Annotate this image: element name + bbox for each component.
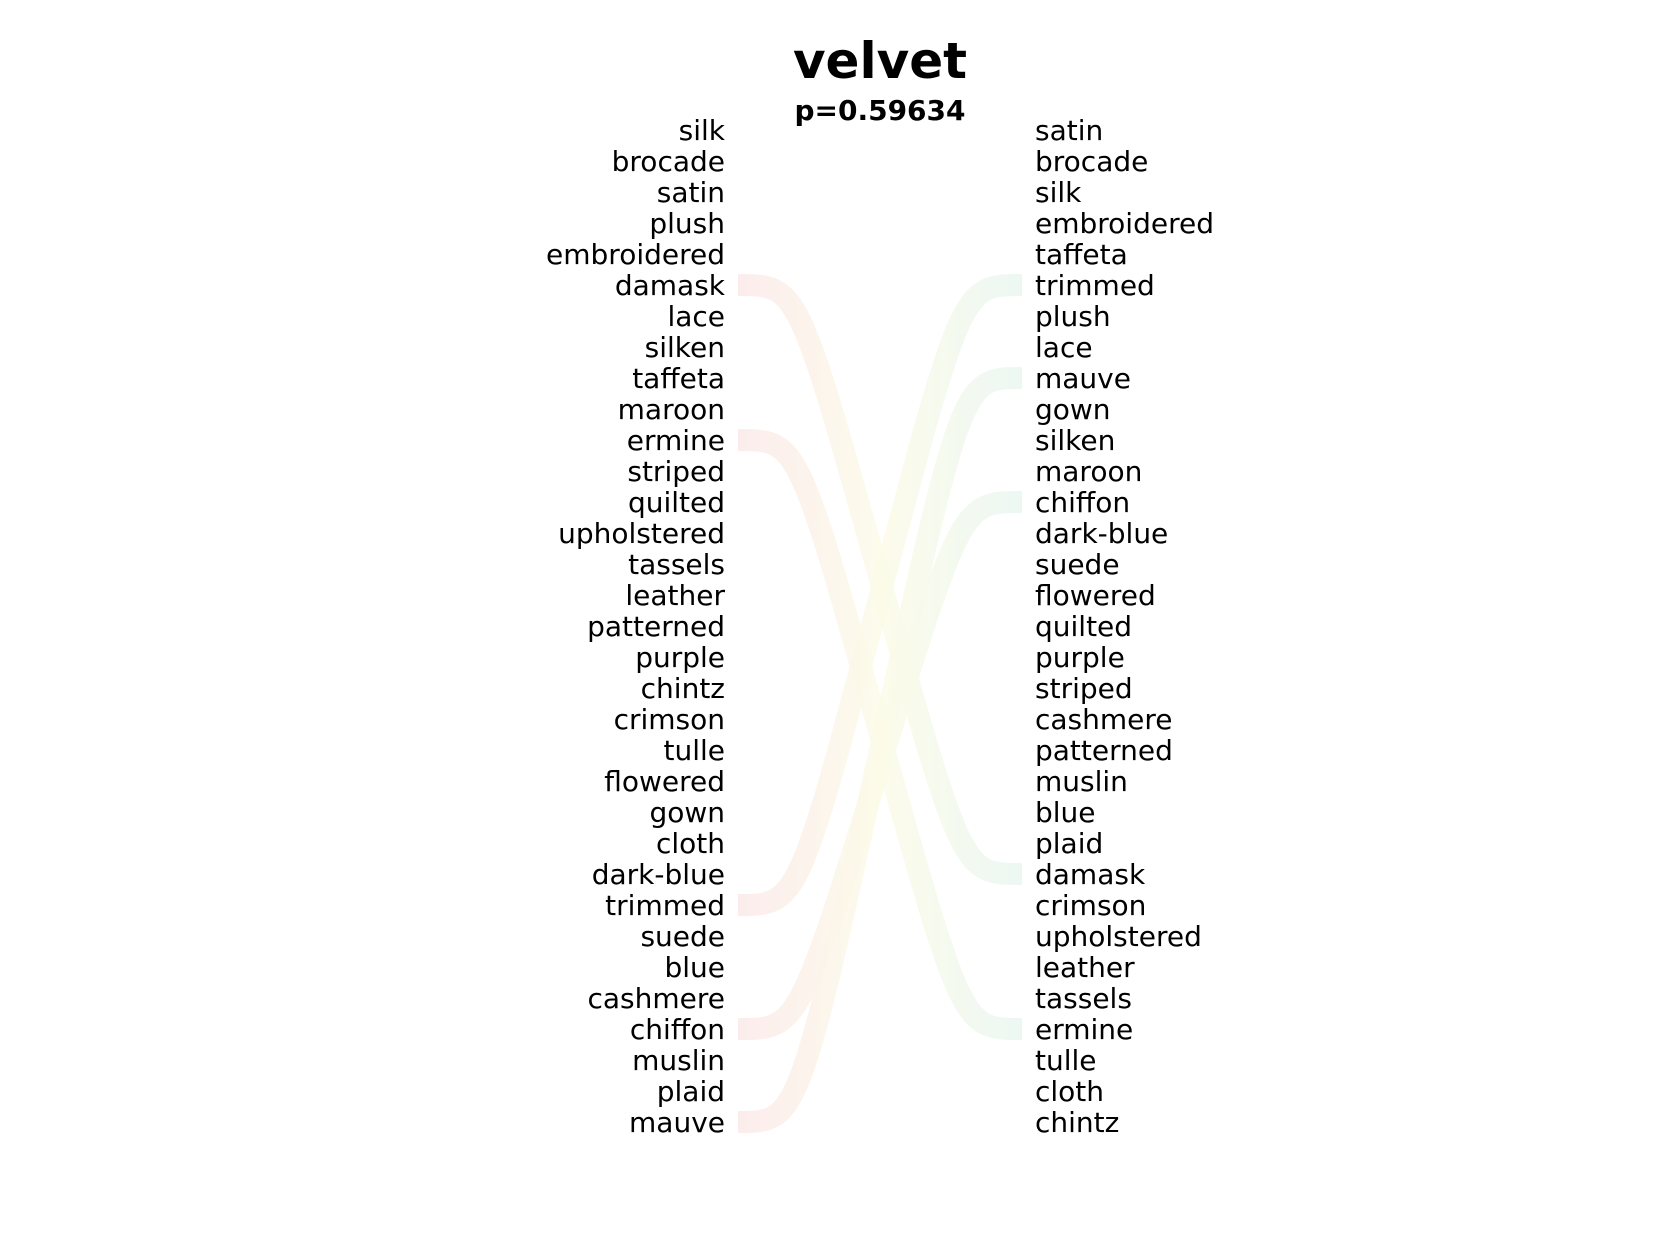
- left-word-embroidered: embroidered: [546, 238, 725, 271]
- left-word-flowered: flowered: [604, 765, 725, 798]
- right-word-crimson: crimson: [1035, 889, 1146, 922]
- right-word-striped: striped: [1035, 672, 1133, 705]
- right-word-maroon: maroon: [1035, 455, 1142, 488]
- connection-trimmed: [737, 274, 1023, 916]
- right-word-embroidered: embroidered: [1035, 207, 1214, 240]
- right-word-satin: satin: [1035, 114, 1103, 147]
- left-word-lace: lace: [667, 300, 725, 333]
- left-word-upholstered: upholstered: [558, 517, 725, 550]
- connection-mauve: [737, 367, 1023, 1133]
- right-word-tulle: tulle: [1035, 1044, 1097, 1077]
- right-word-damask: damask: [1035, 858, 1146, 891]
- right-word-cashmere: cashmere: [1035, 703, 1173, 736]
- left-word-mauve: mauve: [629, 1106, 725, 1139]
- left-word-muslin: muslin: [632, 1044, 725, 1077]
- right-word-plush: plush: [1035, 300, 1111, 333]
- right-word-upholstered: upholstered: [1035, 920, 1202, 953]
- right-word-suede: suede: [1035, 548, 1120, 581]
- left-word-trimmed: trimmed: [605, 889, 725, 922]
- left-word-damask: damask: [615, 269, 726, 302]
- left-word-silk: silk: [679, 114, 726, 147]
- right-word-muslin: muslin: [1035, 765, 1128, 798]
- left-word-cloth: cloth: [656, 827, 725, 860]
- left-word-tassels: tassels: [628, 548, 725, 581]
- left-word-plaid: plaid: [657, 1075, 725, 1108]
- right-word-tassels: tassels: [1035, 982, 1132, 1015]
- left-word-taffeta: taffeta: [632, 362, 725, 395]
- left-word-gown: gown: [649, 796, 725, 829]
- right-word-quilted: quilted: [1035, 610, 1132, 643]
- left-word-silken: silken: [645, 331, 725, 364]
- right-word-trimmed: trimmed: [1035, 269, 1155, 302]
- left-word-chiffon: chiffon: [630, 1013, 725, 1046]
- right-word-lace: lace: [1035, 331, 1093, 364]
- left-word-tulle: tulle: [663, 734, 725, 767]
- diagram-title: velvet: [793, 32, 967, 90]
- left-word-striped: striped: [627, 455, 725, 488]
- left-word-chintz: chintz: [641, 672, 725, 705]
- right-word-ermine: ermine: [1035, 1013, 1133, 1046]
- right-word-leather: leather: [1035, 951, 1135, 984]
- left-word-leather: leather: [625, 579, 725, 612]
- right-word-chiffon: chiffon: [1035, 486, 1130, 519]
- left-word-ermine: ermine: [627, 424, 725, 457]
- left-word-blue: blue: [664, 951, 725, 984]
- right-word-dark-blue: dark-blue: [1035, 517, 1168, 550]
- right-word-purple: purple: [1035, 641, 1125, 674]
- right-word-column: satinbrocadesilkembroideredtaffetatrimme…: [1035, 114, 1214, 1139]
- left-word-purple: purple: [635, 641, 725, 674]
- right-word-plaid: plaid: [1035, 827, 1103, 860]
- right-word-brocade: brocade: [1035, 145, 1148, 178]
- right-word-chintz: chintz: [1035, 1106, 1119, 1139]
- left-word-crimson: crimson: [614, 703, 725, 736]
- left-word-patterned: patterned: [587, 610, 725, 643]
- left-word-dark-blue: dark-blue: [592, 858, 725, 891]
- right-word-cloth: cloth: [1035, 1075, 1104, 1108]
- right-word-gown: gown: [1035, 393, 1111, 426]
- left-word-plush: plush: [649, 207, 725, 240]
- right-word-mauve: mauve: [1035, 362, 1131, 395]
- right-word-taffeta: taffeta: [1035, 238, 1128, 271]
- left-word-quilted: quilted: [628, 486, 725, 519]
- left-word-brocade: brocade: [612, 145, 725, 178]
- left-word-suede: suede: [640, 920, 725, 953]
- left-word-satin: satin: [657, 176, 725, 209]
- right-word-blue: blue: [1035, 796, 1096, 829]
- left-word-cashmere: cashmere: [587, 982, 725, 1015]
- left-word-maroon: maroon: [618, 393, 725, 426]
- right-word-patterned: patterned: [1035, 734, 1173, 767]
- left-word-column: silkbrocadesatinplushembroidereddamaskla…: [546, 114, 726, 1139]
- connection-curves: [737, 274, 1023, 1133]
- right-word-flowered: flowered: [1035, 579, 1156, 612]
- right-word-silk: silk: [1035, 176, 1082, 209]
- right-word-silken: silken: [1035, 424, 1115, 457]
- diagram-subtitle: p=0.59634: [794, 94, 965, 127]
